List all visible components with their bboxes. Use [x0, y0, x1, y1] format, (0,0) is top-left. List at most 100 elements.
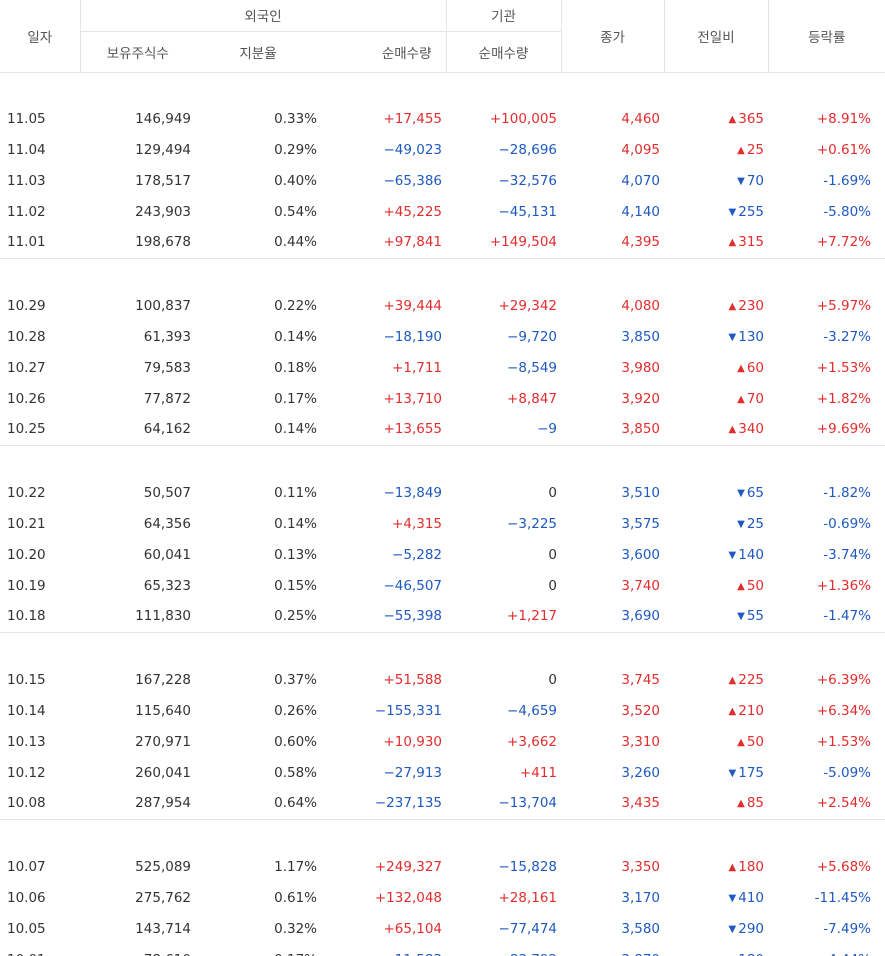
holdings-cell: 287,954	[135, 795, 191, 812]
date-cell: 11.05	[7, 110, 46, 127]
share-cell: 0.40%	[274, 172, 317, 189]
share-cell: 0.60%	[274, 733, 317, 750]
share-cell: 0.64%	[274, 795, 317, 812]
share-cell: 0.14%	[274, 515, 317, 532]
foreign-net-cell: +97,841	[383, 234, 443, 251]
institution-net-cell: +1,217	[507, 608, 558, 625]
group-spacer	[0, 820, 885, 851]
holdings-cell: 525,089	[135, 858, 191, 875]
change-value: 130	[738, 328, 765, 345]
change-value: 25	[746, 515, 765, 532]
share-cell: 0.14%	[274, 328, 317, 345]
holdings-cell: 275,762	[135, 889, 191, 906]
rate-cell: -7.49%	[823, 920, 872, 937]
triangle-up-icon: ▲	[728, 424, 737, 436]
institution-net-cell: −28,696	[498, 141, 558, 158]
foreign-net-cell: +4,315	[392, 515, 443, 532]
close-cell: 4,140	[621, 203, 661, 220]
institution-net-cell: −13,704	[498, 795, 558, 812]
foreign-net-cell: +17,455	[383, 110, 443, 127]
change-value: 315	[738, 234, 765, 251]
group-spacer	[0, 446, 885, 477]
institution-net-cell: −32,576	[498, 172, 558, 189]
close-cell: 4,070	[621, 172, 661, 189]
change-cell: ▲ 25	[664, 134, 768, 165]
date-cell: 10.25	[7, 421, 46, 438]
date-cell: 10.29	[7, 297, 46, 314]
close-cell: 4,395	[621, 234, 661, 251]
triangle-up-icon: ▲	[728, 300, 737, 312]
table-row: 10.25 64,162 0.14% +13,655 −9 3,850 ▲ 340 +9.69%	[0, 414, 885, 445]
rate-cell: +0.61%	[816, 141, 872, 158]
triangle-down-icon: ▼	[737, 611, 745, 623]
close-cell: 3,920	[621, 390, 661, 407]
rate-cell: -3.74%	[823, 546, 872, 563]
foreign-net-cell: −46,507	[383, 577, 443, 594]
header-date: 일자	[0, 0, 80, 73]
date-cell: 11.02	[7, 203, 46, 220]
change-value: 410	[738, 889, 765, 906]
date-cell: 10.01	[0, 944, 80, 956]
rate-cell: +1.36%	[816, 577, 872, 594]
change-value: 25	[746, 141, 765, 158]
holdings-cell: 178,517	[135, 172, 191, 189]
foreign-net-cell: −49,023	[383, 141, 443, 158]
date-cell: 10.26	[7, 390, 46, 407]
foreign-net-cell: −237,135	[374, 795, 443, 812]
date-cell: 10.27	[7, 359, 46, 376]
foreign-net-cell: +249,327	[374, 858, 443, 875]
date-cell: 10.28	[7, 328, 46, 345]
date-cell: 10.19	[7, 577, 46, 594]
table-row: 11.05 146,949 0.33% +17,455 +100,005 4,460 ▲ 36…	[0, 103, 885, 134]
date-cell: 10.18	[7, 608, 46, 625]
rate-cell: +6.39%	[816, 671, 872, 688]
table-row: 10.05 143,714 0.32% +65,104 −77,474 3,580 ▼ 290…	[0, 913, 885, 944]
change-cell: ▼180	[664, 944, 768, 956]
header-foreign-net: 순매수량	[321, 31, 447, 73]
change-value: 340	[738, 421, 765, 438]
share-cell: 0.13%	[274, 546, 317, 563]
close-cell: 3,980	[621, 359, 661, 376]
institution-net-cell: −9	[537, 421, 558, 438]
institution-net-cell: −83,792	[446, 944, 561, 956]
table-row: 10.28 61,393 0.14% −18,190 −9,720 3,850 ▼ 130 -3…	[0, 321, 885, 352]
close-cell: 3,260	[621, 764, 661, 781]
header-rate: 등락률	[767, 0, 885, 73]
share-cell: 0.14%	[274, 421, 317, 438]
share-cell: 0.32%	[274, 920, 317, 937]
rate-cell: -1.82%	[823, 484, 872, 501]
header-change: 전일비	[663, 0, 769, 73]
holdings-cell: 50,507	[143, 484, 191, 501]
date-cell: 10.13	[7, 733, 46, 750]
change-cell: ▲ 60	[664, 352, 768, 383]
change-cell: ▼ 140	[664, 539, 768, 570]
triangle-down-icon: ▼	[728, 892, 737, 904]
rate-cell: -1.69%	[823, 172, 872, 189]
date-cell: 10.14	[7, 702, 46, 719]
institution-net-cell: +8,847	[507, 390, 558, 407]
foreign-net-cell: −5,282	[392, 546, 443, 563]
holdings-cell: 100,837	[135, 297, 191, 314]
change-cell: ▼ 70	[664, 165, 768, 196]
close-cell: 3,745	[621, 671, 661, 688]
foreign-net-cell: +45,225	[383, 203, 443, 220]
rate-cell: +7.72%	[816, 234, 872, 251]
header-close: 종가	[560, 0, 665, 73]
holdings-cell: 111,830	[135, 608, 191, 625]
foreign-net-cell: +13,655	[383, 421, 443, 438]
foreign-net-cell: +1,711	[392, 359, 443, 376]
holdings-cell: 77,872	[143, 390, 191, 407]
holdings-cell: 129,494	[135, 141, 191, 158]
change-cell: ▲ 230	[664, 290, 768, 321]
rate-cell: -1.47%	[823, 608, 872, 625]
rate-cell: -5.80%	[823, 203, 872, 220]
share-cell: 0.15%	[274, 577, 317, 594]
triangle-up-icon: ▲	[737, 393, 745, 405]
share-cell: 0.26%	[274, 702, 317, 719]
table-row: 10.08 287,954 0.64% −237,135 −13,704 3,435 ▲ 85…	[0, 788, 885, 819]
change-value: 55	[746, 608, 765, 625]
change-value: 225	[738, 671, 765, 688]
close-cell: 3,350	[621, 858, 661, 875]
share-cell: 0.17%	[195, 944, 321, 956]
holdings-cell: 260,041	[135, 764, 191, 781]
